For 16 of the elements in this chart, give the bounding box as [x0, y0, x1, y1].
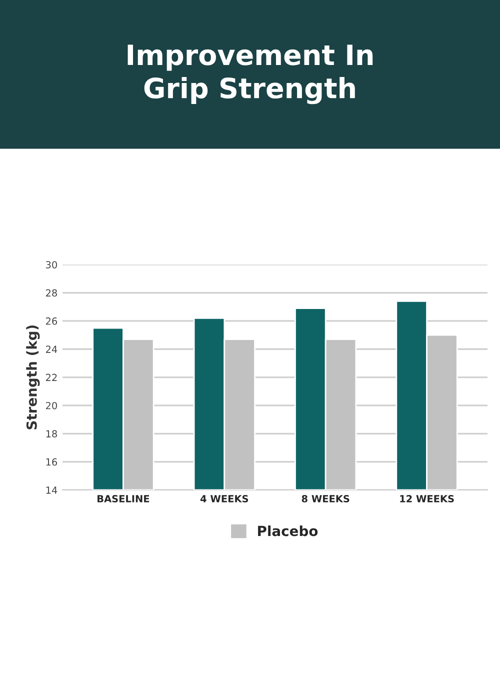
chart-title: Improvement In Grip Strength [128, 44, 373, 104]
x-tick-label: 4 WEEKS [200, 495, 248, 502]
x-tick-label: BASELINE [98, 495, 150, 502]
legend-label: Placebo [258, 525, 318, 536]
y-tick-label: 16 [46, 458, 58, 466]
y-tick-label: 28 [46, 289, 57, 297]
y-tick-label: 20 [46, 402, 57, 410]
y-tick-label: 26 [46, 317, 58, 325]
y-axis-title: Strength (kg) [26, 326, 40, 430]
x-tick-label: 8 WEEKS [302, 495, 350, 502]
y-tick-label: 22 [46, 374, 57, 381]
y-tick-label: 24 [46, 346, 58, 353]
y-tick-label: 30 [46, 261, 57, 268]
x-tick-label: 12 WEEKS [400, 495, 454, 502]
y-tick-label: 14 [46, 486, 58, 494]
y-tick-label: 18 [46, 430, 57, 438]
